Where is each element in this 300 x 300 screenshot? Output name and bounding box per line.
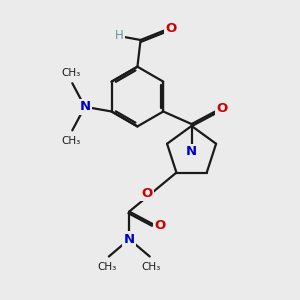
Text: CH₃: CH₃ — [61, 136, 80, 146]
Text: CH₃: CH₃ — [142, 262, 161, 272]
Text: O: O — [154, 219, 165, 232]
Text: CH₃: CH₃ — [98, 262, 117, 272]
Text: N: N — [124, 233, 135, 246]
Text: CH₃: CH₃ — [61, 68, 80, 77]
Text: O: O — [165, 22, 177, 34]
Text: O: O — [154, 219, 165, 232]
Text: N: N — [79, 100, 90, 113]
Text: N: N — [186, 145, 197, 158]
Text: O: O — [216, 103, 228, 116]
Text: N: N — [79, 100, 90, 113]
Text: O: O — [165, 22, 177, 34]
Text: N: N — [124, 233, 135, 246]
Text: O: O — [142, 187, 153, 200]
Text: O: O — [216, 103, 228, 116]
Text: O: O — [142, 187, 153, 200]
Text: H: H — [115, 29, 124, 42]
Text: H: H — [115, 29, 124, 42]
Text: N: N — [187, 146, 198, 159]
